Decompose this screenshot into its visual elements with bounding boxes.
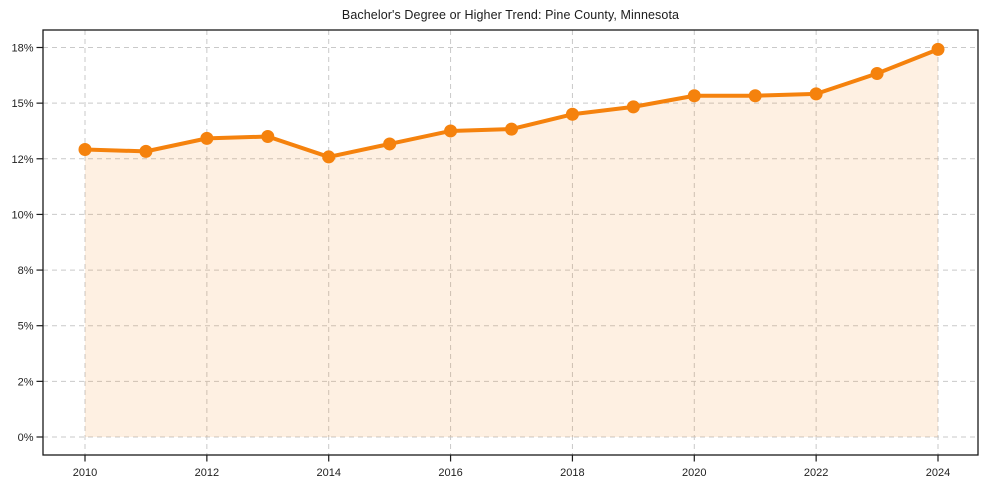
data-point-marker: [565, 107, 579, 121]
x-tick-label: 2012: [195, 467, 219, 479]
y-tick-label: 0%: [18, 432, 34, 444]
data-point-marker: [809, 87, 823, 101]
data-point-marker: [383, 137, 397, 151]
data-point-marker: [322, 150, 336, 164]
y-tick-label: 18%: [11, 43, 33, 55]
chart-title: Bachelor's Degree or Higher Trend: Pine …: [341, 8, 680, 22]
data-point-marker: [687, 89, 701, 103]
y-tick-label: 8%: [18, 265, 34, 277]
plot-border: [42, 29, 979, 456]
y-tick-label: 5%: [18, 321, 34, 333]
data-point-marker: [200, 131, 214, 145]
data-point-marker: [748, 89, 762, 103]
data-point-marker: [444, 124, 458, 138]
x-tick-label: 2018: [560, 467, 584, 479]
x-tick-label: 2016: [438, 467, 462, 479]
data-point-marker: [78, 143, 92, 157]
area-fill: [85, 49, 938, 437]
y-tick-label: 2%: [18, 376, 34, 388]
data-point-marker: [931, 42, 945, 56]
data-point-marker: [261, 130, 275, 144]
data-point-marker: [626, 100, 640, 114]
data-point-marker: [870, 66, 884, 80]
x-tick-label: 2024: [926, 467, 950, 479]
x-tick-label: 2020: [682, 467, 706, 479]
x-tick-label: 2010: [73, 467, 97, 479]
y-tick-label: 12%: [11, 154, 33, 166]
data-point-marker: [505, 122, 518, 136]
x-tick-label: 2014: [316, 467, 340, 479]
x-tick-label: 2022: [804, 467, 828, 479]
y-tick-label: 10%: [11, 209, 33, 221]
data-point-marker: [139, 144, 153, 158]
y-tick-label: 15%: [11, 98, 33, 110]
